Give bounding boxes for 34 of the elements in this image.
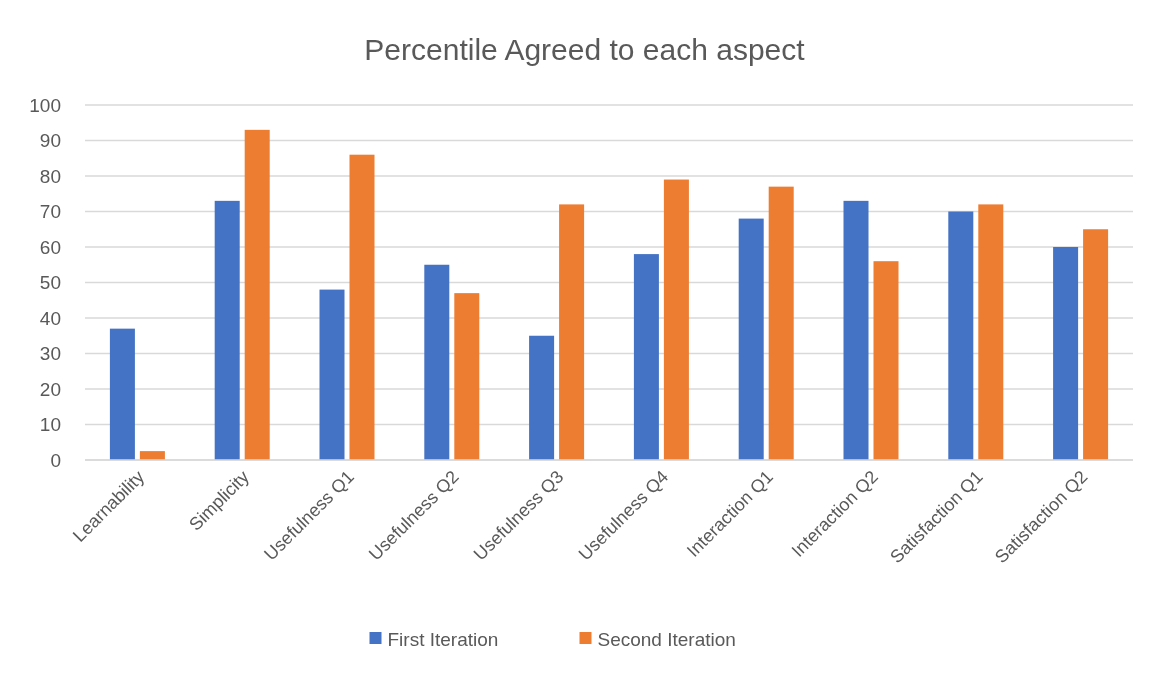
y-tick-label: 10 [39,414,61,436]
y-tick-label: 50 [39,272,61,294]
y-tick-label: 40 [39,307,61,329]
bar [948,211,974,460]
y-tick-label: 70 [39,201,61,223]
bar [454,293,480,460]
chart-title: Percentile Agreed to each aspect [364,33,806,66]
bar [109,328,135,460]
y-tick-label: 80 [39,165,61,187]
y-tick-label: 30 [39,343,61,365]
bar [214,200,240,460]
bar [559,204,585,460]
y-tick-label: 100 [29,94,61,116]
bar [1053,247,1079,460]
y-tick-label: 90 [39,130,61,152]
bar [768,186,794,460]
y-tick-label: 60 [39,236,61,258]
legend-label: First Iteration [387,628,499,650]
y-tick-label: 20 [39,378,61,400]
bar [873,261,899,460]
bar [978,204,1004,460]
bar [319,289,345,460]
bar [529,335,555,460]
bar [244,129,270,460]
y-tick-label: 0 [50,449,61,471]
bar [738,218,764,460]
bar [633,254,659,460]
bar [843,200,869,460]
bar [139,451,165,460]
bar [424,264,450,460]
bar [349,154,375,460]
bar [663,179,689,460]
bar [1083,229,1109,460]
legend-label: Second Iteration [597,628,736,650]
